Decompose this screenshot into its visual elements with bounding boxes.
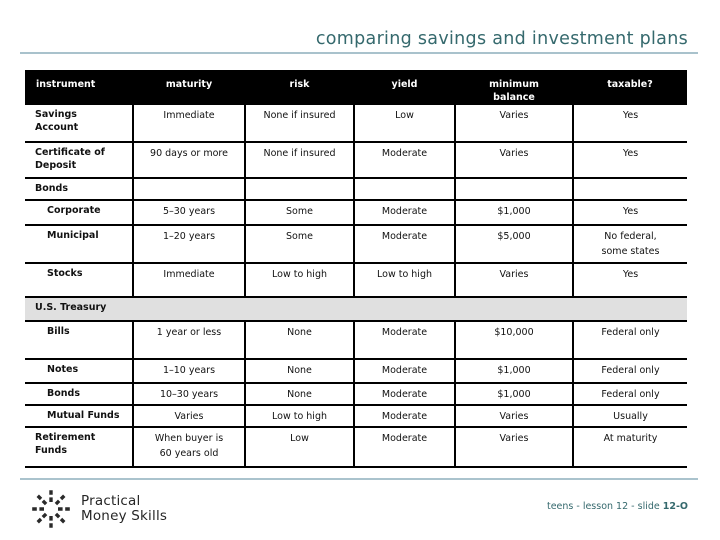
cell [454, 178, 573, 201]
cell: Varies [132, 405, 245, 428]
cell: When buyer is 60 years old [132, 427, 245, 468]
cell: 5–30 years [132, 200, 245, 226]
cell: Some [244, 225, 354, 264]
row-label: Retirement Funds [25, 427, 133, 468]
cell: Moderate [353, 383, 455, 406]
table-row: Corporate 5–30 years Some Moderate $1,000 Yes [25, 200, 687, 226]
cell: Varies [454, 263, 573, 298]
cell [353, 178, 455, 201]
cell: Moderate [353, 359, 455, 384]
title-divider [20, 52, 698, 54]
row-label: Bonds [25, 178, 133, 201]
table-row: Municipal 1–20 years Some Moderate $5,000 No … [25, 225, 687, 264]
cell: Moderate [353, 405, 455, 428]
row-label: Stocks [25, 263, 133, 298]
cell: Yes [572, 142, 687, 179]
cell: Yes [572, 105, 687, 143]
cell: No federal, some states [572, 225, 687, 264]
table-header-row: instrument maturity risk yield minimum balan… [25, 70, 687, 105]
row-label: Mutual Funds [25, 405, 133, 428]
cell: Federal only [572, 383, 687, 406]
logo-text-line2: Money Skills [81, 508, 168, 524]
cell [244, 178, 354, 201]
row-label: Savings Account [25, 105, 133, 143]
comparison-table: instrument maturity risk yield minimum balan… [25, 70, 687, 468]
slide-reference: teens - lesson 12 - slide 12-O [547, 501, 688, 512]
cell: $1,000 [454, 359, 573, 384]
slide-title: comparing savings and investment plans [315, 29, 688, 49]
cell: Varies [454, 405, 573, 428]
cell: None [244, 321, 354, 360]
table-row: Bonds 10–30 years None Moderate $1,000 Federa… [25, 383, 687, 406]
logo-text: Practical Money Skills [81, 492, 168, 525]
cell: Some [244, 200, 354, 226]
header-cell: yield [354, 70, 455, 105]
cell: 1–20 years [132, 225, 245, 264]
cell: Immediate [132, 263, 245, 298]
cell: Yes [572, 200, 687, 226]
cell: At maturity [572, 427, 687, 468]
section-label: U.S. Treasury [25, 297, 687, 322]
cell: Low to high [353, 263, 455, 298]
cell: Low [244, 427, 354, 468]
slide-reference-number: 12-O [662, 501, 688, 512]
row-label: Municipal [25, 225, 133, 264]
row-label: Notes [25, 359, 133, 384]
cell: Usually [572, 405, 687, 428]
header-cell: instrument [25, 70, 133, 105]
cell: Yes [572, 263, 687, 298]
starburst-logo-icon [31, 489, 71, 529]
cell: $1,000 [454, 200, 573, 226]
header-cell: maturity [133, 70, 245, 105]
row-label: Corporate [25, 200, 133, 226]
cell: Moderate [353, 142, 455, 179]
cell: 1–10 years [132, 359, 245, 384]
cell: Varies [454, 105, 573, 143]
cell [572, 178, 687, 201]
table-row: Retirement Funds When buyer is 60 years o… [25, 427, 687, 468]
cell: None [244, 359, 354, 384]
table-row: Bills 1 year or less None Moderate $10,000 Fe… [25, 321, 687, 360]
section-row: U.S. Treasury [25, 297, 687, 322]
cell: $10,000 [454, 321, 573, 360]
cell: Low to high [244, 263, 354, 298]
cell: $1,000 [454, 383, 573, 406]
slide-reference-prefix: teens - lesson 12 - slide [546, 501, 663, 512]
practical-money-skills-logo: Practical Money Skills [28, 485, 167, 533]
table-row: Savings Account Immediate None if insured L… [25, 105, 687, 143]
footer-divider [20, 478, 698, 480]
cell: None if insured [244, 105, 354, 143]
cell: 90 days or more [132, 142, 245, 179]
cell [132, 178, 245, 201]
cell: None [244, 383, 354, 406]
cell: $5,000 [454, 225, 573, 264]
header-cell: minimum balance [455, 70, 573, 105]
table-row: Stocks Immediate Low to high Low to high Var… [25, 263, 687, 298]
cell: 10–30 years [132, 383, 245, 406]
cell: Varies [454, 427, 573, 468]
header-cell: risk [245, 70, 354, 105]
logo-text-line1: Practical [81, 492, 141, 509]
row-label: Bills [25, 321, 133, 360]
cell: Federal only [572, 321, 687, 360]
section-row: Bonds [25, 178, 687, 201]
cell: Federal only [572, 359, 687, 384]
cell: Immediate [132, 105, 245, 143]
cell: Moderate [353, 321, 455, 360]
cell: Varies [454, 142, 573, 179]
table-row: Mutual Funds Varies Low to high Moderate Var… [25, 405, 687, 428]
cell: 1 year or less [132, 321, 245, 360]
header-cell: taxable? [573, 70, 687, 105]
table-row: Certificate of Deposit 90 days or more Non… [25, 142, 687, 179]
cell: Moderate [353, 225, 455, 264]
table-row: Notes 1–10 years None Moderate $1,000 Federal… [25, 359, 687, 384]
cell: Low to high [244, 405, 354, 428]
row-label: Certificate of Deposit [25, 142, 133, 179]
cell: Moderate [353, 427, 455, 468]
cell: Moderate [353, 200, 455, 226]
row-label: Bonds [25, 383, 133, 406]
cell: Low [353, 105, 455, 143]
cell: None if insured [244, 142, 354, 179]
